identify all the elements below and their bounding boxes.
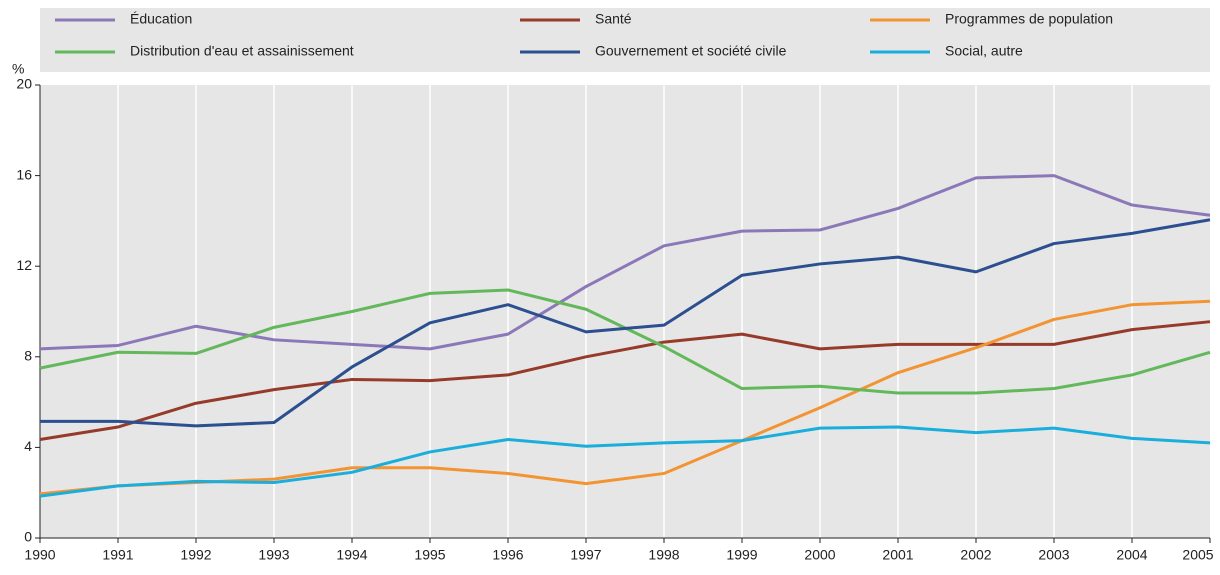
x-tick-label: 1999 xyxy=(726,547,757,563)
legend-label: Social, autre xyxy=(945,43,1023,59)
y-tick-label: 16 xyxy=(16,166,32,182)
plot-background xyxy=(40,85,1210,538)
y-axis-label: % xyxy=(12,61,24,77)
legend-label: Éducation xyxy=(130,11,192,27)
legend-label: Programmes de population xyxy=(945,11,1113,27)
series-line xyxy=(40,218,1211,428)
x-tick-label: 1992 xyxy=(180,547,211,563)
y-tick-label: 0 xyxy=(24,529,32,545)
series-line xyxy=(39,425,1211,498)
y-tick-label: 8 xyxy=(24,348,32,364)
series-line xyxy=(39,320,1211,441)
y-tick-label: 4 xyxy=(24,438,32,454)
x-tick-label: 2005 xyxy=(1182,547,1213,563)
legend-background xyxy=(40,8,1210,72)
legend-label: Santé xyxy=(595,11,632,27)
legend-label: Gouvernement et société civile xyxy=(595,43,787,59)
x-tick-label: 2004 xyxy=(1116,547,1147,563)
x-tick-label: 2000 xyxy=(804,547,835,563)
x-tick-label: 1998 xyxy=(648,547,679,563)
x-tick-label: 1997 xyxy=(570,547,601,563)
y-tick-label: 12 xyxy=(16,257,32,273)
x-tick-label: 1990 xyxy=(24,547,55,563)
series-line xyxy=(39,174,1211,351)
x-tick-label: 1995 xyxy=(414,547,445,563)
y-tick-label: 20 xyxy=(16,76,32,92)
x-tick-label: 1991 xyxy=(102,547,133,563)
x-tick-label: 1993 xyxy=(258,547,289,563)
x-tick-label: 2002 xyxy=(960,547,991,563)
x-tick-label: 1994 xyxy=(336,547,367,563)
x-tick-label: 1996 xyxy=(492,547,523,563)
legend-label: Distribution d'eau et assainissement xyxy=(130,43,354,59)
x-tick-label: 2001 xyxy=(882,547,913,563)
x-tick-label: 2003 xyxy=(1038,547,1069,563)
